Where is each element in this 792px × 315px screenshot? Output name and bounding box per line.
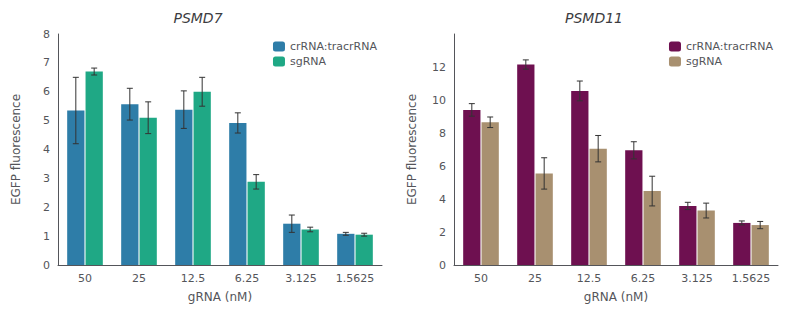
svg-text:25: 25 [132, 272, 146, 285]
svg-text:gRNA (nM): gRNA (nM) [584, 290, 648, 304]
svg-text:3.125: 3.125 [681, 272, 713, 285]
svg-text:25: 25 [528, 272, 542, 285]
svg-text:3: 3 [43, 172, 50, 185]
svg-text:1.5625: 1.5625 [732, 272, 771, 285]
svg-text:0: 0 [43, 259, 50, 272]
svg-text:EGFP fluorescence: EGFP fluorescence [9, 94, 23, 205]
svg-text:12: 12 [432, 61, 446, 74]
svg-text:3.125: 3.125 [285, 272, 317, 285]
svg-text:10: 10 [432, 94, 446, 107]
svg-text:12.5: 12.5 [577, 272, 602, 285]
svg-text:8: 8 [43, 28, 50, 41]
svg-text:1.5625: 1.5625 [336, 272, 375, 285]
svg-text:sgRNA: sgRNA [686, 55, 723, 68]
svg-text:PSMD7: PSMD7 [173, 10, 222, 26]
svg-text:1: 1 [43, 230, 50, 243]
svg-text:8: 8 [439, 127, 446, 140]
svg-text:EGFP fluorescence: EGFP fluorescence [405, 94, 419, 205]
svg-text:sgRNA: sgRNA [290, 55, 327, 68]
svg-text:2: 2 [43, 201, 50, 214]
svg-text:12.5: 12.5 [181, 272, 206, 285]
svg-text:2: 2 [439, 226, 446, 239]
svg-text:0: 0 [439, 259, 446, 272]
svg-text:gRNA (nM): gRNA (nM) [188, 290, 252, 304]
svg-text:crRNA:tracrRNA: crRNA:tracrRNA [290, 40, 377, 53]
svg-text:6.25: 6.25 [631, 272, 656, 285]
svg-text:PSMD11: PSMD11 [565, 10, 623, 26]
svg-text:crRNA:tracrRNA: crRNA:tracrRNA [686, 40, 773, 53]
svg-text:6.25: 6.25 [235, 272, 260, 285]
svg-text:6: 6 [439, 160, 446, 173]
svg-text:4: 4 [439, 193, 446, 206]
svg-text:50: 50 [474, 272, 488, 285]
svg-text:7: 7 [43, 56, 50, 69]
svg-text:4: 4 [43, 143, 50, 156]
svg-text:6: 6 [43, 85, 50, 98]
svg-text:5: 5 [43, 114, 50, 127]
svg-text:50: 50 [78, 272, 92, 285]
